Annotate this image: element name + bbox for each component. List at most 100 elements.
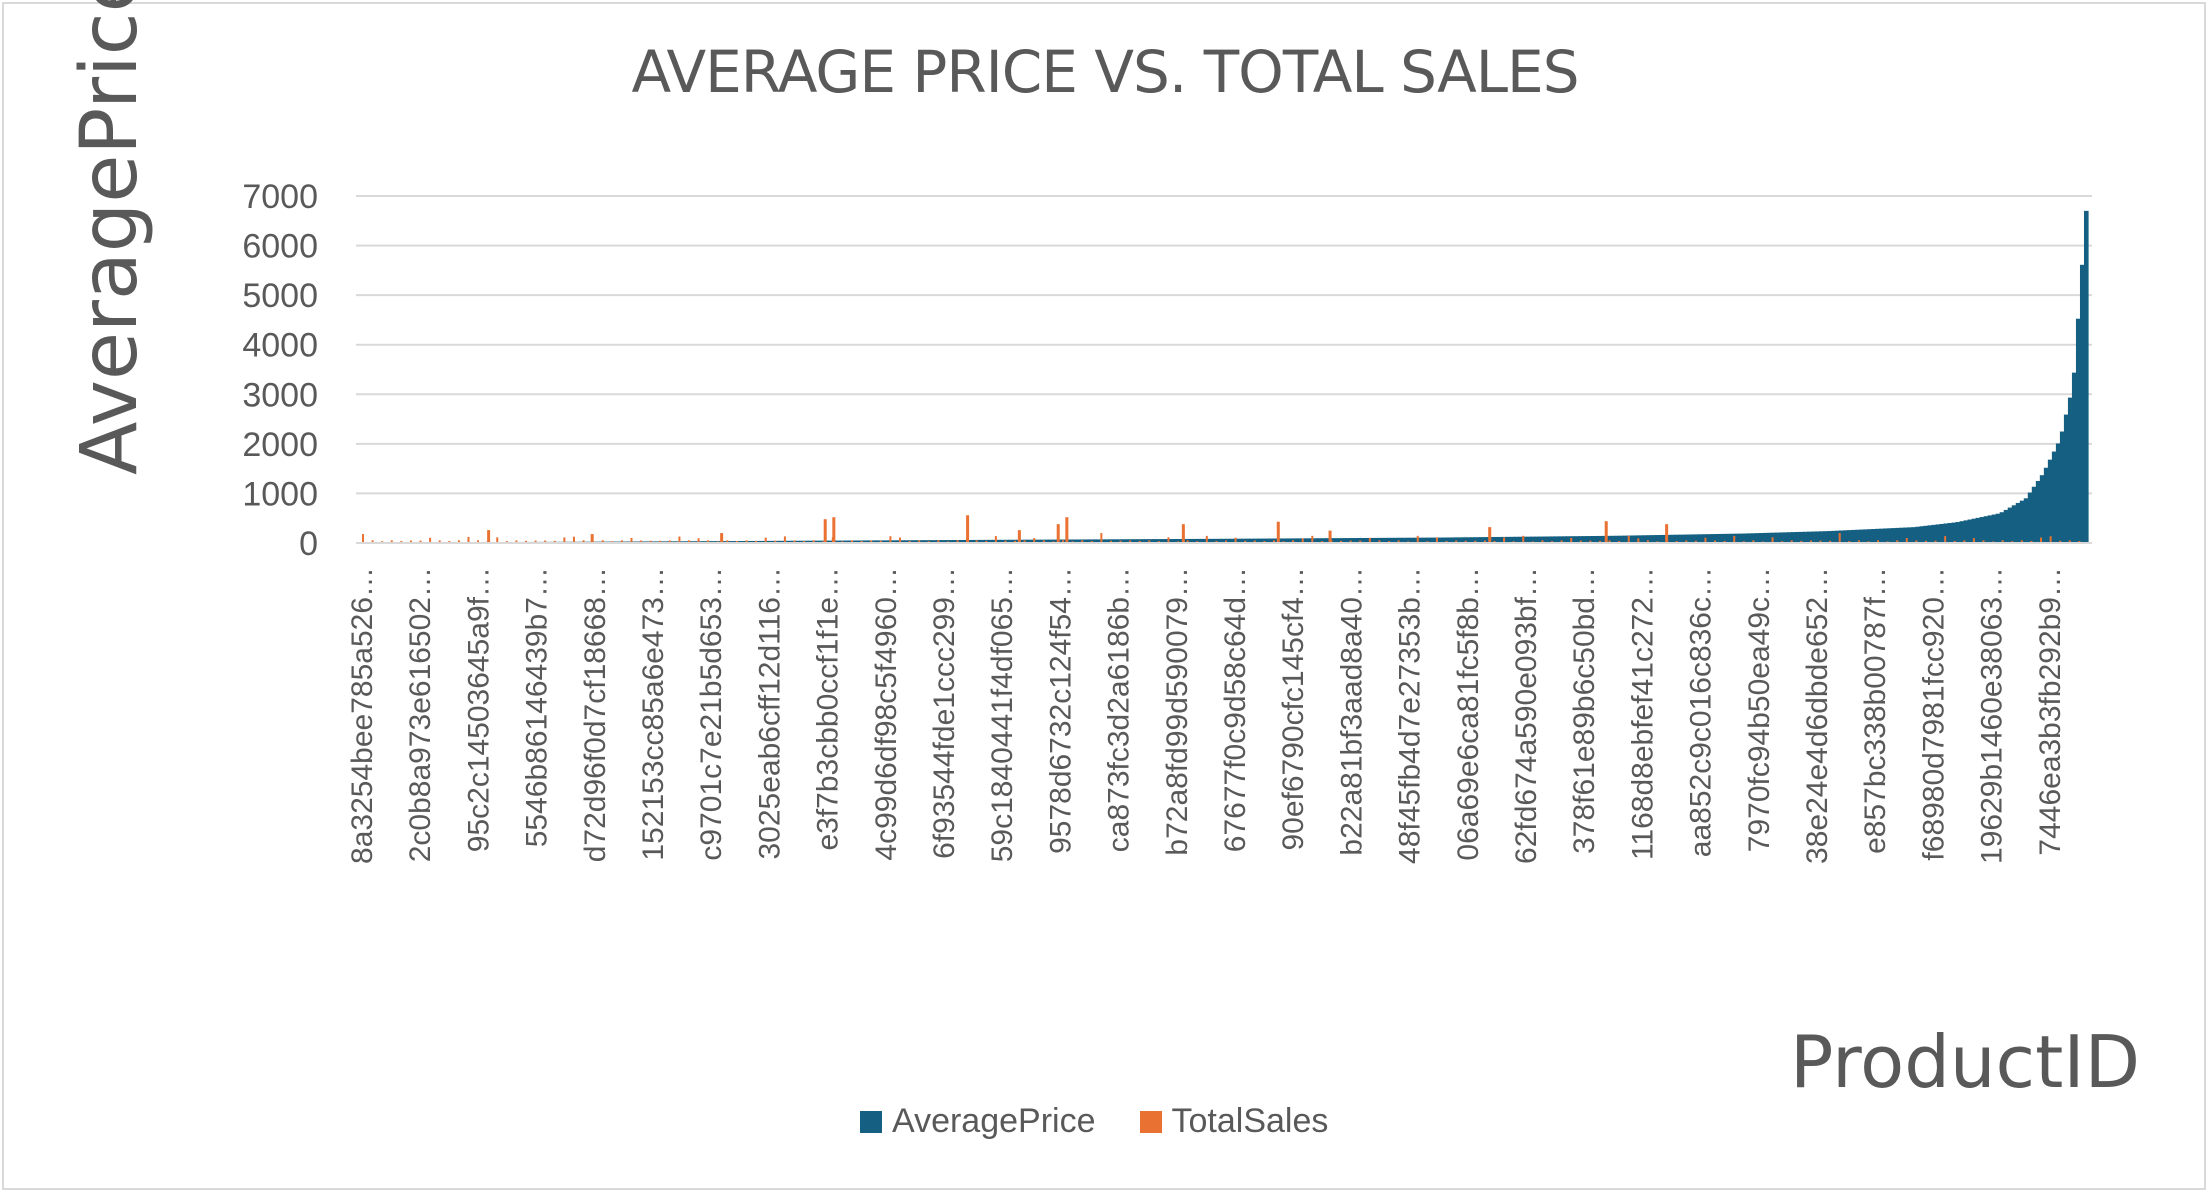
bar-totalsales <box>697 538 700 543</box>
bar-averageprice <box>1718 533 1724 543</box>
bar-averageprice <box>1245 538 1250 543</box>
bar-averageprice <box>1875 528 1880 543</box>
bar-totalsales <box>1234 537 1237 543</box>
bar-averageprice <box>1602 535 1607 543</box>
bar-averageprice <box>1815 531 1820 543</box>
bar-averageprice <box>895 540 901 543</box>
bar-averageprice <box>1686 534 1692 543</box>
bar-averageprice <box>1132 539 1138 543</box>
bar-averageprice <box>1526 536 1531 543</box>
bar-totalsales <box>764 537 767 543</box>
bar-averageprice <box>1124 539 1130 543</box>
bar-averageprice <box>1839 530 1844 543</box>
bar-averageprice <box>1566 536 1571 543</box>
bar-averageprice <box>775 540 781 543</box>
bar-averageprice <box>919 540 925 543</box>
bar-totalsales <box>1857 540 1860 543</box>
bar-averageprice <box>1690 534 1696 543</box>
bar-averageprice <box>1100 539 1106 543</box>
x-tick-label: 5546b86146439b7… <box>521 567 554 847</box>
bar-totalsales <box>1953 540 1956 543</box>
bar-averageprice <box>1421 537 1427 543</box>
bar-averageprice <box>1867 529 1872 543</box>
bar-totalsales <box>1445 540 1448 543</box>
x-tick-label: 19629b1460e38063… <box>1976 567 2009 864</box>
bar-averageprice <box>1871 529 1876 543</box>
bar-averageprice <box>1357 538 1363 543</box>
bar-averageprice <box>1092 539 1098 543</box>
bar-averageprice <box>1349 538 1355 543</box>
bar-averageprice <box>1582 536 1587 543</box>
bar-totalsales-spike <box>1276 521 1280 543</box>
bar-averageprice <box>1630 535 1636 543</box>
bar-totalsales <box>1646 540 1649 543</box>
y-tick-label: 0 <box>299 525 318 563</box>
bar-averageprice <box>1678 534 1684 543</box>
bar-totalsales <box>1819 540 1822 543</box>
bar-totalsales <box>1435 537 1438 543</box>
x-tick-label: 90ef6790cfc145cf4… <box>1277 567 1310 851</box>
y-tick-label: 3000 <box>242 376 318 414</box>
bar-totalsales <box>2068 540 2071 543</box>
bar-averageprice <box>1682 534 1688 543</box>
bar-averageprice <box>1172 539 1178 543</box>
bar-totalsales <box>409 540 412 543</box>
bar-totalsales <box>1905 538 1908 543</box>
bar-averageprice <box>1963 520 1969 543</box>
bar-totalsales <box>1733 535 1736 543</box>
bar-totalsales <box>812 540 815 543</box>
bar-totalsales <box>1272 540 1275 543</box>
bar-averageprice <box>1931 524 1937 543</box>
bar-averageprice <box>1915 526 1921 543</box>
bar-totalsales <box>1474 540 1477 543</box>
bar-averageprice <box>988 539 993 543</box>
bar-averageprice <box>1485 537 1491 543</box>
bar-totalsales <box>477 540 480 543</box>
bar-totalsales <box>640 540 643 543</box>
bar-totalsales <box>467 536 470 543</box>
bar-averageprice <box>751 540 756 543</box>
bar-totalsales <box>1292 540 1295 543</box>
x-tick-label: 67677f0c9d58c64d… <box>1219 567 1252 852</box>
bar-averageprice <box>1345 538 1351 543</box>
bar-averageprice <box>1289 538 1294 543</box>
chart-title: AVERAGE PRICE VS. TOTAL SALES <box>631 38 1579 106</box>
bar-totalsales <box>1503 537 1506 543</box>
bar-averageprice <box>1196 538 1202 543</box>
bar-averageprice <box>1714 534 1720 543</box>
bar-averageprice <box>1020 539 1025 543</box>
bar-averageprice <box>1144 539 1150 543</box>
legend-item-totalsales: TotalSales <box>1139 1102 1328 1141</box>
bar-averageprice <box>1542 536 1547 543</box>
bar-averageprice <box>1786 532 1792 543</box>
bar-averageprice <box>1425 537 1431 543</box>
bar-totalsales <box>1378 540 1381 543</box>
bar-totalsales <box>1023 540 1026 543</box>
bar-averageprice <box>1670 534 1676 543</box>
bar-averageprice <box>2007 507 2013 543</box>
bar-averageprice <box>1397 537 1403 543</box>
bar-averageprice <box>1000 539 1005 543</box>
bar-averageprice <box>1883 528 1888 543</box>
bar-averageprice <box>747 540 752 543</box>
bar-averageprice <box>1959 521 1965 543</box>
legend-item-averageprice: AveragePrice <box>860 1102 1096 1141</box>
bar-averageprice <box>1052 539 1058 543</box>
x-tick-label: 8a3254bee785a526… <box>346 567 379 864</box>
bar-averageprice <box>1249 538 1254 543</box>
bar-averageprice <box>847 540 853 543</box>
bar-totalsales <box>2020 540 2023 543</box>
bar-averageprice <box>2063 414 2069 543</box>
bar-totalsales <box>1455 540 1458 543</box>
bar-averageprice <box>1919 526 1925 543</box>
bar-averageprice <box>855 540 861 543</box>
bar-totalsales <box>898 537 901 543</box>
x-tick-label: 9578d6732c124f54… <box>1044 567 1077 854</box>
bar-totalsales <box>1570 537 1573 543</box>
bar-averageprice <box>1594 535 1599 543</box>
bar-averageprice <box>1738 533 1744 543</box>
bar-averageprice <box>755 540 760 543</box>
bar-averageprice <box>1546 536 1551 543</box>
bar-averageprice <box>2083 210 2089 543</box>
